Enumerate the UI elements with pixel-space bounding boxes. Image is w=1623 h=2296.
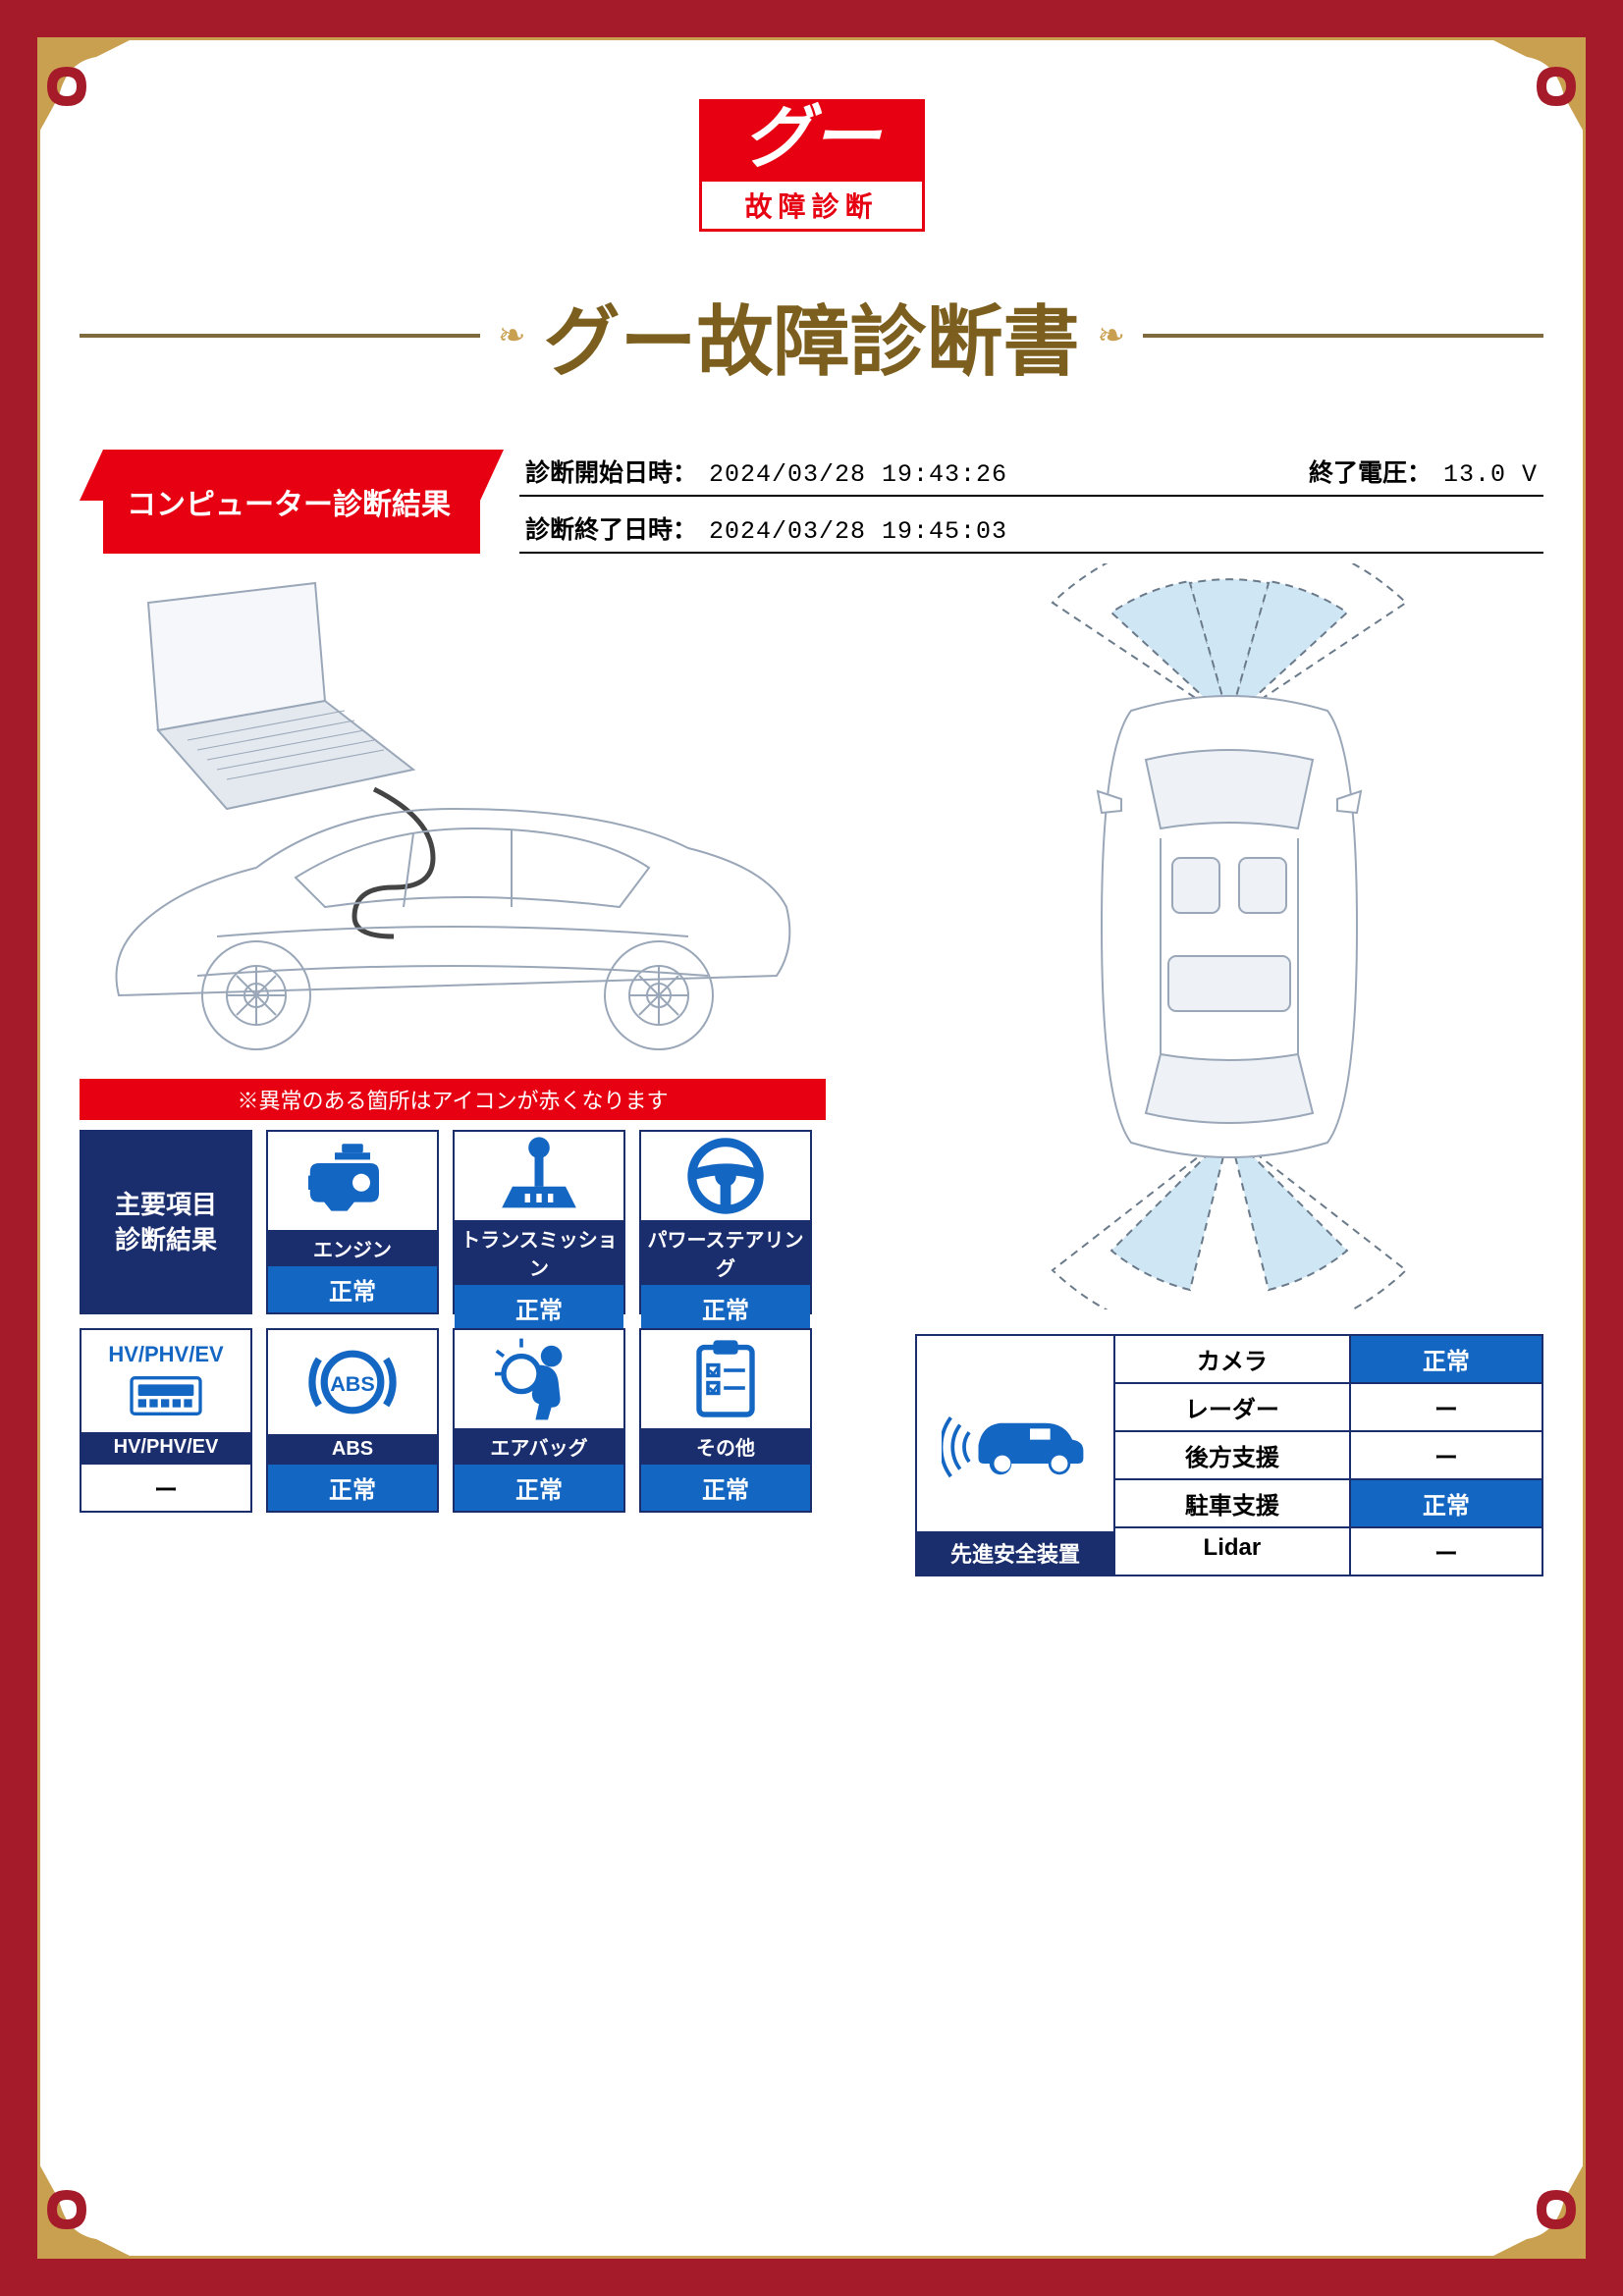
logo-subtitle: 故障診断 xyxy=(699,182,925,232)
tile-hv: HV/PHV/EV HV/PHV/EV ー xyxy=(80,1328,252,1513)
meta-end-label: 診断終了日時： xyxy=(525,510,697,546)
tile-transmission-status: 正常 xyxy=(455,1285,623,1331)
safety-caption: 先進安全装置 xyxy=(917,1531,1113,1575)
tile-engine-status: 正常 xyxy=(268,1266,437,1312)
tile-airbag: エアバッグ 正常 xyxy=(453,1328,625,1513)
tile-engine-label: エンジン xyxy=(268,1230,437,1266)
corner-ornament-icon xyxy=(37,2161,135,2259)
tile-header-line2: 診断結果 xyxy=(115,1222,217,1257)
safety-row: レーダー ー xyxy=(1113,1384,1542,1432)
safety-name: 駐車支援 xyxy=(1113,1480,1349,1526)
title-flourish-icon: ❧ xyxy=(1098,316,1126,355)
safety-equipment-table: 先進安全装置 カメラ 正常 レーダー ー 後方支援 ー xyxy=(915,1334,1543,1576)
tile-airbag-label: エアバッグ xyxy=(455,1428,623,1465)
tile-other: その他 正常 xyxy=(639,1328,812,1513)
abs-icon: ABS xyxy=(308,1338,397,1426)
tile-other-status: 正常 xyxy=(641,1465,810,1511)
document-title-row: ❧ グー故障診断書 ❧ xyxy=(80,281,1543,391)
warning-note: ※異常のある箇所はアイコンが赤くなります xyxy=(80,1079,826,1120)
tile-airbag-status: 正常 xyxy=(455,1465,623,1511)
tile-header: 主要項目 診断結果 xyxy=(80,1130,252,1314)
safety-name: レーダー xyxy=(1113,1384,1349,1430)
diagnostic-tile-grid: 主要項目 診断結果 エンジン 正常 xyxy=(80,1130,826,1513)
tile-abs: ABS ABS 正常 xyxy=(266,1328,439,1513)
safety-row: カメラ 正常 xyxy=(1113,1336,1542,1384)
title-rule-left xyxy=(80,334,480,338)
tile-hv-label: HV/PHV/EV xyxy=(81,1432,250,1463)
safety-row: 駐車支援 正常 xyxy=(1113,1480,1542,1528)
corner-ornament-icon xyxy=(1488,37,1586,135)
brand-logo: グー 故障診断 xyxy=(699,99,925,232)
battery-module-icon xyxy=(122,1371,210,1420)
clipboard-check-icon xyxy=(681,1335,770,1423)
title-rule-right xyxy=(1143,334,1543,338)
page: グー 故障診断 ❧ グー故障診断書 ❧ コンピューター診断結果 診断開始日時： … xyxy=(37,37,1586,2259)
engine-icon xyxy=(308,1137,397,1225)
car-top-sensor-diagram xyxy=(915,563,1543,1309)
tile-transmission: トランスミッション 正常 xyxy=(453,1130,625,1314)
corner-ornament-icon xyxy=(1488,2161,1586,2259)
document-title: グー故障診断書 xyxy=(544,281,1080,391)
safety-value: 正常 xyxy=(1349,1480,1542,1526)
steering-wheel-icon xyxy=(681,1132,770,1220)
tile-other-label: その他 xyxy=(641,1428,810,1465)
title-flourish-icon: ❧ xyxy=(498,316,526,355)
tile-header-line1: 主要項目 xyxy=(115,1187,217,1222)
section-header-row: コンピューター診断結果 診断開始日時： 2024/03/28 19:43:26 … xyxy=(80,450,1543,554)
tile-engine: エンジン 正常 xyxy=(266,1130,439,1314)
safety-value: ー xyxy=(1349,1432,1542,1478)
meta-voltage-value: 13.0 V xyxy=(1443,460,1538,489)
certificate-frame: グー 故障診断 ❧ グー故障診断書 ❧ コンピューター診断結果 診断開始日時： … xyxy=(0,0,1623,2296)
right-column: 先進安全装置 カメラ 正常 レーダー ー 後方支援 ー xyxy=(915,563,1543,1576)
tile-steering: パワーステアリング 正常 xyxy=(639,1130,812,1314)
diagnostic-meta: 診断開始日時： 2024/03/28 19:43:26 終了電圧： 13.0 V… xyxy=(519,450,1543,554)
safety-value: 正常 xyxy=(1349,1336,1542,1382)
safety-name: カメラ xyxy=(1113,1336,1349,1382)
safety-value: ー xyxy=(1349,1384,1542,1430)
logo-main: グー xyxy=(699,99,925,182)
car-laptop-diagram xyxy=(80,563,826,1064)
safety-rows: カメラ 正常 レーダー ー 後方支援 ー 駐車支援 xyxy=(1113,1336,1542,1575)
meta-end-value: 2024/03/28 19:45:03 xyxy=(709,517,1007,546)
tile-abs-status: 正常 xyxy=(268,1465,437,1511)
safety-row: Lidar ー xyxy=(1113,1528,1542,1575)
left-column: ※異常のある箇所はアイコンが赤くなります 主要項目 診断結果 xyxy=(80,563,826,1513)
safety-name: Lidar xyxy=(1113,1528,1349,1575)
section-tab: コンピューター診断結果 xyxy=(103,450,480,554)
tile-hv-text: HV/PHV/EV xyxy=(108,1342,223,1367)
tile-hv-status: ー xyxy=(81,1463,250,1511)
corner-ornament-icon xyxy=(37,37,135,135)
svg-text:ABS: ABS xyxy=(330,1371,375,1396)
airbag-icon xyxy=(495,1335,583,1423)
safety-value: ー xyxy=(1349,1528,1542,1575)
safety-row: 後方支援 ー xyxy=(1113,1432,1542,1480)
car-sensor-icon xyxy=(942,1385,1089,1483)
safety-car-icon-box xyxy=(917,1336,1113,1531)
meta-start-value: 2024/03/28 19:43:26 xyxy=(709,460,1007,489)
tile-steering-status: 正常 xyxy=(641,1285,810,1331)
safety-name: 後方支援 xyxy=(1113,1432,1349,1478)
tile-steering-label: パワーステアリング xyxy=(641,1220,810,1285)
tile-transmission-label: トランスミッション xyxy=(455,1220,623,1285)
meta-voltage-label: 終了電圧： xyxy=(1309,454,1432,489)
transmission-icon xyxy=(495,1132,583,1220)
meta-start-label: 診断開始日時： xyxy=(525,454,697,489)
meta-row-start: 診断開始日時： 2024/03/28 19:43:26 終了電圧： 13.0 V xyxy=(519,450,1543,497)
tile-abs-label: ABS xyxy=(268,1434,437,1465)
meta-row-end: 診断終了日時： 2024/03/28 19:45:03 xyxy=(519,507,1543,554)
